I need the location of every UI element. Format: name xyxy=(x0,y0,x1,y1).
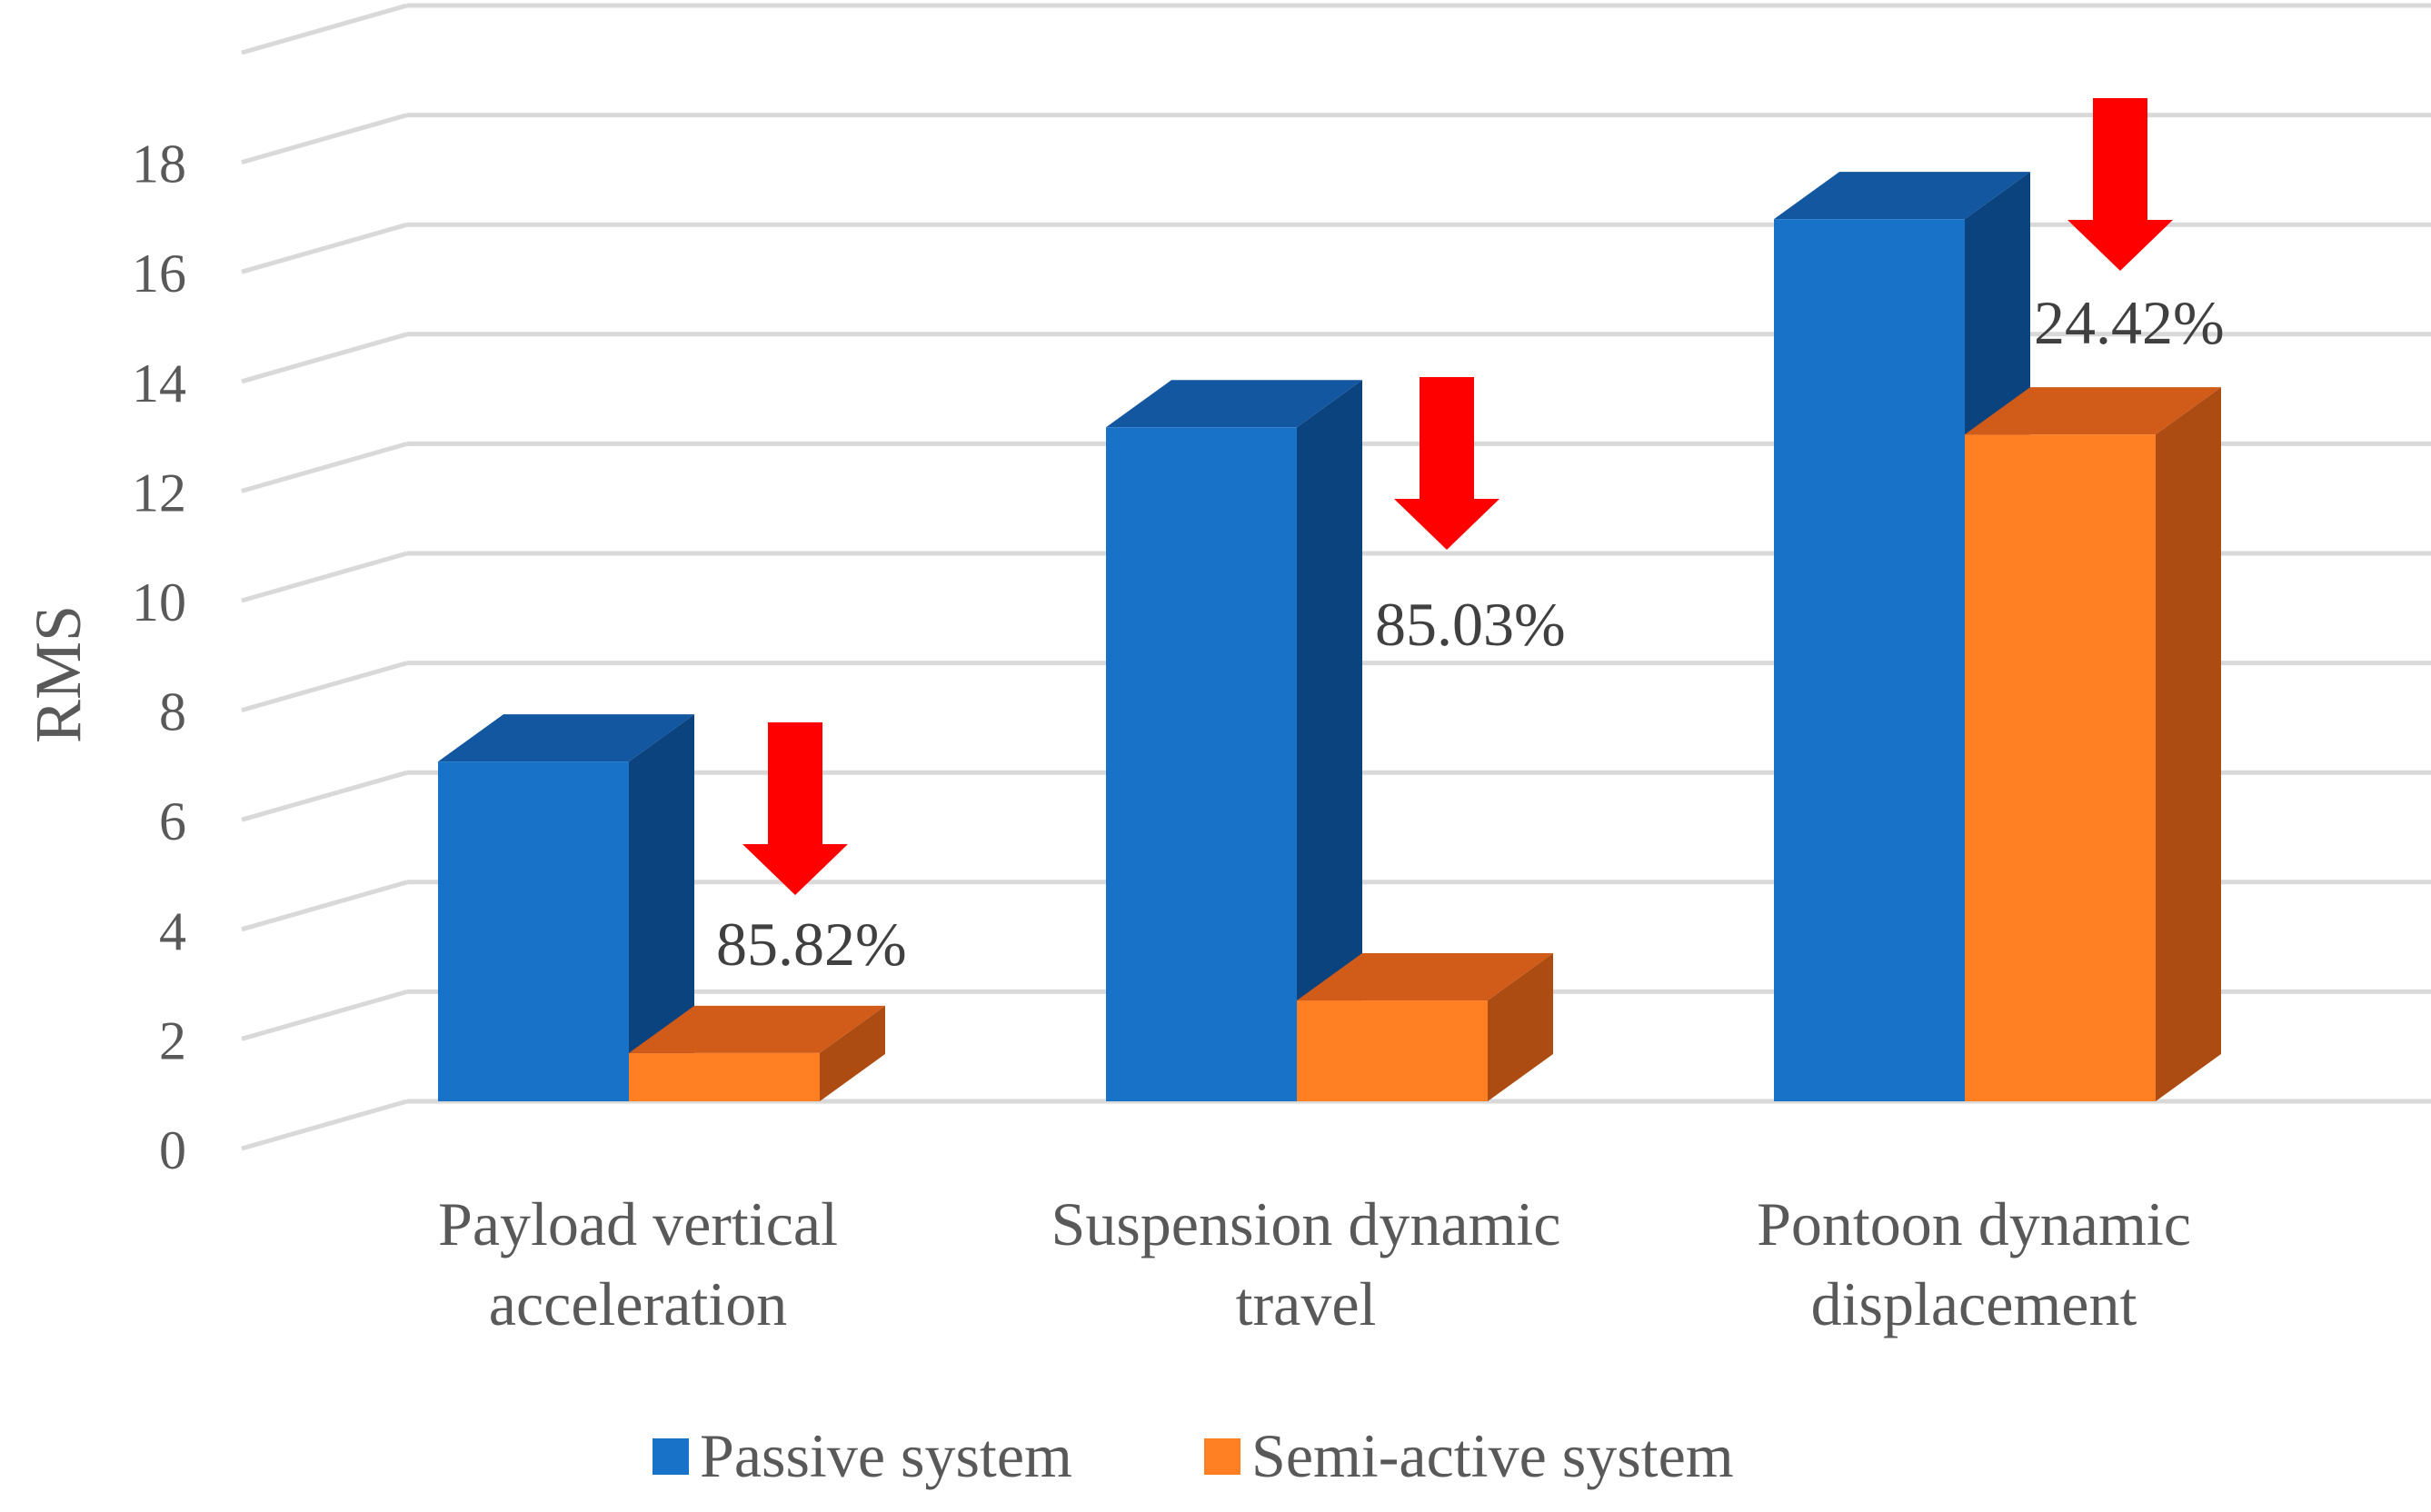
passive-bar-top xyxy=(438,714,694,762)
y-tick-label: 8 xyxy=(159,682,186,742)
legend-passive-label: Passive system xyxy=(700,1421,1072,1490)
reduction-percent-label: 85.82% xyxy=(716,910,907,979)
y-tick-label: 16 xyxy=(132,244,186,303)
y-tick-label: 2 xyxy=(159,1010,186,1070)
category-label: acceleration xyxy=(489,1269,787,1338)
reduction-arrow-icon xyxy=(742,722,848,895)
semi-active-bar-side xyxy=(820,1005,885,1101)
gridline-diagonal xyxy=(241,222,408,274)
reduction-arrow-icon xyxy=(2067,98,2173,271)
y-tick-label: 12 xyxy=(132,463,186,522)
gridline-diagonal xyxy=(241,770,408,822)
legend-passive-swatch xyxy=(653,1438,689,1475)
category-label: Payload vertical xyxy=(438,1189,838,1258)
passive-bar-side xyxy=(1297,380,1362,1101)
reduction-percent-label: 24.42% xyxy=(2034,288,2225,357)
passive-bar xyxy=(1774,219,1965,1102)
gridline-diagonal xyxy=(241,551,408,603)
semi-active-bar xyxy=(629,1052,820,1101)
passive-bar-top xyxy=(1106,380,1362,428)
gridline-diagonal xyxy=(241,3,408,55)
semi-active-bar-top xyxy=(629,1005,885,1053)
category-label: displacement xyxy=(1811,1269,2137,1338)
category-label: Suspension dynamic xyxy=(1051,1189,1561,1258)
gridline-diagonal xyxy=(241,332,408,384)
legend-semi-active-swatch xyxy=(1204,1438,1240,1475)
semi-active-bar-side xyxy=(2156,387,2221,1101)
gridline-diagonal xyxy=(241,661,408,713)
gridline-diagonal xyxy=(241,441,408,493)
passive-bar-top xyxy=(1774,172,2030,220)
legend-semi-active-label: Semi-active system xyxy=(1251,1421,1734,1490)
reduction-arrow-icon xyxy=(1394,377,1499,550)
semi-active-bar-top xyxy=(1965,387,2221,435)
y-tick-label: 14 xyxy=(132,353,186,413)
semi-active-bar xyxy=(1965,434,2156,1101)
y-tick-label: 10 xyxy=(132,572,186,632)
gridline-diagonal xyxy=(241,113,408,165)
y-tick-label: 18 xyxy=(132,134,186,194)
category-label: travel xyxy=(1236,1269,1377,1338)
gridline-diagonal xyxy=(241,989,408,1041)
y-tick-label: 4 xyxy=(159,901,186,961)
gridline-diagonal xyxy=(241,880,408,932)
semi-active-bar xyxy=(1297,1000,1488,1101)
reduction-percent-label: 85.03% xyxy=(1375,590,1566,659)
passive-bar xyxy=(1106,427,1297,1101)
y-axis-label: RMS xyxy=(22,605,95,743)
category-label: Pontoon dynamic xyxy=(1757,1189,2191,1258)
passive-bar-side xyxy=(629,714,694,1101)
passive-bar xyxy=(438,761,629,1101)
gridline-diagonal xyxy=(241,1099,408,1151)
semi-active-bar-side xyxy=(1488,953,1553,1101)
semi-active-bar-top xyxy=(1297,953,1553,1001)
y-tick-label: 6 xyxy=(159,791,186,851)
y-tick-label: 0 xyxy=(159,1120,186,1180)
